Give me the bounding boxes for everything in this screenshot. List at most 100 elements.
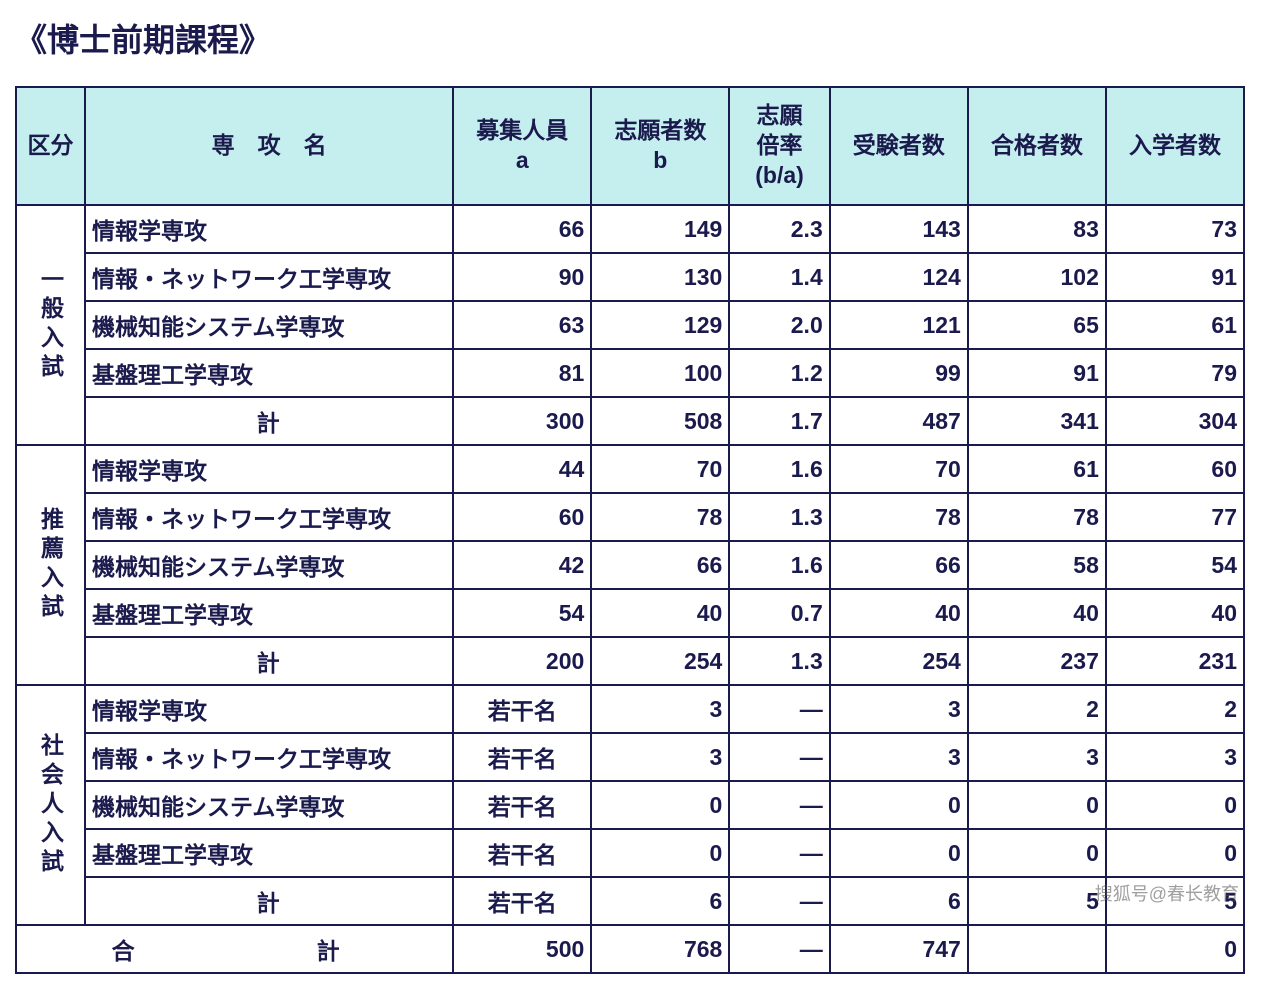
table-cell: —	[729, 877, 829, 925]
table-cell: 3	[968, 733, 1106, 781]
table-cell: 63	[453, 301, 591, 349]
subtotal-row: 計3005081.7487341304	[16, 397, 1244, 445]
table-cell: 0.7	[729, 589, 829, 637]
table-cell: 237	[968, 637, 1106, 685]
major-name: 機械知能システム学専攻	[85, 541, 453, 589]
table-cell: 40	[591, 589, 729, 637]
group-label: 一般入試	[16, 205, 85, 445]
table-cell: 0	[1106, 829, 1244, 877]
table-row: 機械知能システム学専攻631292.01216561	[16, 301, 1244, 349]
table-cell: 91	[968, 349, 1106, 397]
page-title: 《博士前期課程》	[15, 15, 1249, 61]
major-name: 基盤理工学専攻	[85, 829, 453, 877]
table-cell: 42	[453, 541, 591, 589]
table-cell: 若干名	[453, 829, 591, 877]
col-shigan: 志願者数b	[591, 87, 729, 205]
table-cell: 70	[830, 445, 968, 493]
table-cell: 6	[830, 877, 968, 925]
subtotal-label: 計	[85, 637, 453, 685]
subtotal-label: 計	[85, 397, 453, 445]
table-row: 情報・ネットワーク工学専攻若干名3—333	[16, 733, 1244, 781]
table-cell: 254	[830, 637, 968, 685]
table-cell: 90	[453, 253, 591, 301]
table-cell: 44	[453, 445, 591, 493]
table-cell: 0	[1106, 781, 1244, 829]
table-cell: 100	[591, 349, 729, 397]
major-name: 機械知能システム学専攻	[85, 781, 453, 829]
major-name: 情報学専攻	[85, 205, 453, 253]
table-cell: 0	[830, 829, 968, 877]
table-cell: 149	[591, 205, 729, 253]
major-name: 情報・ネットワーク工学専攻	[85, 733, 453, 781]
table-cell: 1.7	[729, 397, 829, 445]
admissions-table: 区分 専 攻 名 募集人員a 志願者数b 志願倍率(b/a) 受験者数 合格者数…	[15, 86, 1245, 974]
table-cell: —	[729, 925, 829, 973]
col-juken: 受験者数	[830, 87, 968, 205]
grand-total-row: 合 計500768—7470	[16, 925, 1244, 973]
table-cell: 0	[591, 829, 729, 877]
table-cell: 254	[591, 637, 729, 685]
table-cell: 2	[968, 685, 1106, 733]
table-cell: 1.3	[729, 493, 829, 541]
table-cell: 487	[830, 397, 968, 445]
table-cell: 508	[591, 397, 729, 445]
table-cell: 3	[1106, 733, 1244, 781]
table-cell: 3	[591, 685, 729, 733]
col-major: 専 攻 名	[85, 87, 453, 205]
table-cell: 3	[591, 733, 729, 781]
grand-total-label: 合 計	[16, 925, 453, 973]
table-row: 基盤理工学専攻若干名0—000	[16, 829, 1244, 877]
table-cell: 40	[1106, 589, 1244, 637]
table-cell: 2.0	[729, 301, 829, 349]
major-name: 情報学専攻	[85, 445, 453, 493]
table-row: 一般入試情報学専攻661492.31438373	[16, 205, 1244, 253]
table-cell: —	[729, 685, 829, 733]
table-cell: 83	[968, 205, 1106, 253]
major-name: 基盤理工学専攻	[85, 589, 453, 637]
table-cell: 77	[1106, 493, 1244, 541]
table-row: 情報・ネットワーク工学専攻60781.3787877	[16, 493, 1244, 541]
table-cell: 0	[1106, 925, 1244, 973]
table-cell: 304	[1106, 397, 1244, 445]
table-cell: 5	[968, 877, 1106, 925]
table-cell: —	[729, 829, 829, 877]
table-cell: —	[729, 781, 829, 829]
table-cell: 60	[453, 493, 591, 541]
table-cell: 121	[830, 301, 968, 349]
table-cell: 54	[453, 589, 591, 637]
major-name: 基盤理工学専攻	[85, 349, 453, 397]
major-name: 情報・ネットワーク工学専攻	[85, 253, 453, 301]
table-cell: 129	[591, 301, 729, 349]
major-name: 情報・ネットワーク工学専攻	[85, 493, 453, 541]
table-cell: 3	[830, 685, 968, 733]
table-cell: 102	[968, 253, 1106, 301]
col-boshu: 募集人員a	[453, 87, 591, 205]
table-cell: 58	[968, 541, 1106, 589]
table-cell: 0	[830, 781, 968, 829]
table-cell: —	[729, 733, 829, 781]
table-cell: 1.2	[729, 349, 829, 397]
table-cell: 231	[1106, 637, 1244, 685]
table-cell: 73	[1106, 205, 1244, 253]
table-cell: 78	[591, 493, 729, 541]
table-cell: 1.3	[729, 637, 829, 685]
table-cell: 2.3	[729, 205, 829, 253]
table-cell: 91	[1106, 253, 1244, 301]
table-cell: 若干名	[453, 685, 591, 733]
table-row: 情報・ネットワーク工学専攻901301.412410291	[16, 253, 1244, 301]
table-cell: 若干名	[453, 877, 591, 925]
table-cell: 66	[830, 541, 968, 589]
table-cell: 61	[968, 445, 1106, 493]
col-kubun: 区分	[16, 87, 85, 205]
table-row: 基盤理工学専攻811001.2999179	[16, 349, 1244, 397]
major-name: 情報学専攻	[85, 685, 453, 733]
table-cell: 81	[453, 349, 591, 397]
group-label: 推薦入試	[16, 445, 85, 685]
table-cell: 79	[1106, 349, 1244, 397]
table-cell: 40	[968, 589, 1106, 637]
table-cell: 0	[968, 829, 1106, 877]
table-cell: 3	[830, 733, 968, 781]
table-cell: 78	[830, 493, 968, 541]
table-cell: 6	[591, 877, 729, 925]
table-cell: 1.4	[729, 253, 829, 301]
